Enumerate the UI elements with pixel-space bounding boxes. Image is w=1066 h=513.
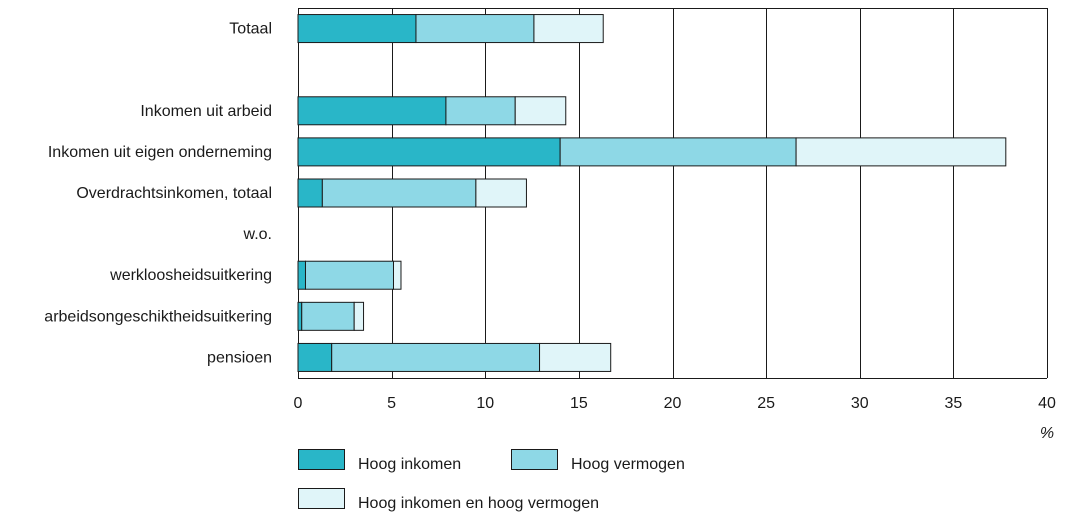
x-tick-label: 0 (294, 395, 303, 412)
legend: Hoog inkomen Hoog vermogen Hoog inkomen en… (298, 449, 685, 512)
x-tick-label: 20 (664, 395, 682, 412)
x-tick-label: 15 (570, 395, 588, 412)
legend-label: Hoog inkomen (358, 456, 461, 473)
bar-segment (297, 342, 333, 372)
bar-segment (514, 96, 567, 126)
bar-segment (795, 137, 1007, 167)
bar-segment (539, 342, 612, 372)
bar-segment (353, 301, 365, 331)
bar-segment (304, 260, 394, 290)
category-labels: Totaal Inkomen uit arbeid Inkomen uit eige… (44, 21, 272, 367)
bar-segment (559, 137, 797, 167)
bar-segment (321, 178, 477, 208)
bar-segment (301, 301, 355, 331)
x-tick-label: 25 (757, 395, 775, 412)
grid (298, 8, 1048, 379)
legend-label: Hoog inkomen en hoog vermogen (358, 495, 599, 512)
bar-segment (392, 260, 402, 290)
category-label: w.o. (243, 226, 272, 243)
x-tick-label: 40 (1038, 395, 1056, 412)
category-label: pensioen (207, 349, 272, 366)
legend-swatch (298, 449, 345, 470)
x-tick-label: 10 (476, 395, 494, 412)
category-label: werkloosheidsuitkering (109, 267, 272, 284)
x-tick-label: 5 (387, 395, 396, 412)
bar-segment (297, 14, 417, 44)
bar-segment (297, 137, 561, 167)
x-tick-labels: 0 5 10 15 20 25 30 35 40 (294, 395, 1056, 412)
bar-segment (533, 14, 604, 44)
category-label: Inkomen uit arbeid (140, 103, 272, 120)
bar-segment (297, 301, 303, 331)
bar-segment (297, 260, 306, 290)
bar-segment (331, 342, 541, 372)
bar-segment (415, 14, 535, 44)
legend-swatch (298, 488, 345, 509)
bar-segment (445, 96, 516, 126)
category-label: Totaal (229, 21, 272, 38)
category-label: arbeidsongeschiktheidsuitkering (44, 308, 272, 325)
bar-segment (297, 178, 323, 208)
legend-swatch (511, 449, 558, 470)
x-unit-label: % (1040, 425, 1054, 442)
legend-label: Hoog vermogen (571, 456, 685, 473)
bar-segment (475, 178, 527, 208)
category-label: Inkomen uit eigen onderneming (48, 144, 272, 161)
bars (297, 14, 1007, 372)
x-tick-label: 35 (944, 395, 962, 412)
bar-segment (297, 96, 447, 126)
category-label: Overdrachtsinkomen, totaal (76, 185, 272, 202)
x-tick-label: 30 (851, 395, 869, 412)
